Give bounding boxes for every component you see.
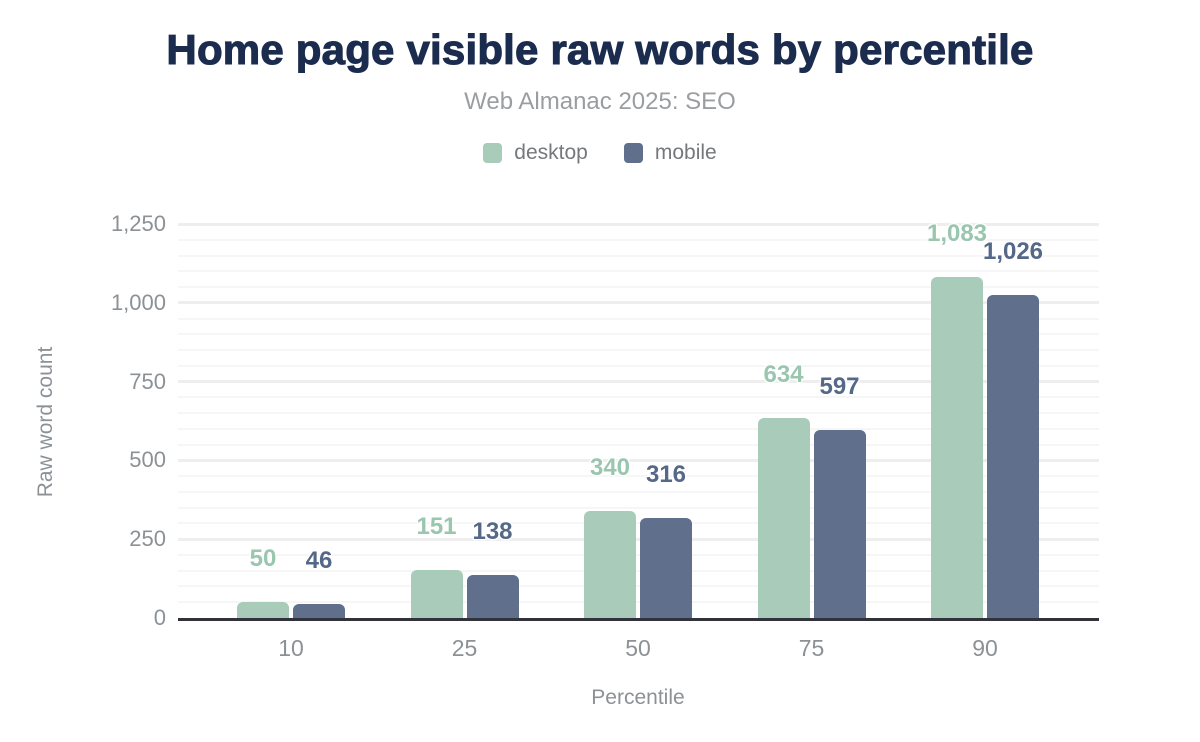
bar-value-desktop-p25: 151 — [416, 513, 457, 540]
gridline-minor — [178, 601, 1099, 604]
gridline-minor — [178, 522, 1099, 525]
gridline-minor — [178, 412, 1099, 415]
bar-desktop-p10[interactable] — [237, 602, 289, 618]
y-tick-label: 750 — [129, 368, 166, 394]
bar-value-mobile-p25: 138 — [472, 518, 513, 545]
bar-value-mobile-p75: 597 — [819, 373, 860, 400]
gridline-major — [178, 458, 1099, 462]
bar-mobile-p25[interactable] — [466, 575, 519, 618]
gridline-minor — [178, 443, 1099, 446]
gridline-minor — [178, 506, 1099, 509]
bar-mobile-p75[interactable] — [813, 430, 866, 618]
y-tick-label: 250 — [129, 526, 166, 552]
chart-title: Home page visible raw words by percentil… — [166, 25, 1034, 73]
gridline-major — [178, 222, 1099, 226]
x-tick-label: 75 — [798, 635, 825, 661]
desktop-swatch-icon — [483, 143, 503, 163]
legend-item-mobile[interactable]: mobile — [623, 141, 717, 165]
bar-value-mobile-p90: 1,026 — [982, 238, 1044, 265]
legend-label-desktop: desktop — [514, 141, 588, 164]
gridline-minor — [178, 270, 1099, 273]
gridline-minor — [178, 333, 1099, 336]
bar-value-desktop-p10: 50 — [249, 545, 277, 572]
bar-desktop-p50[interactable] — [584, 511, 636, 618]
y-axis-title: Raw word count — [34, 346, 57, 498]
gridline-minor — [178, 569, 1099, 572]
gridline-minor — [178, 490, 1099, 493]
legend-item-desktop[interactable]: desktop — [483, 141, 588, 165]
legend-label-mobile: mobile — [654, 141, 717, 164]
bar-desktop-p25[interactable] — [410, 570, 463, 618]
bar-mobile-p50[interactable] — [640, 518, 692, 618]
mobile-swatch-icon — [623, 143, 643, 163]
x-tick-label: 10 — [278, 635, 304, 661]
bar-desktop-p75[interactable] — [757, 418, 810, 618]
gridline-minor — [178, 396, 1099, 399]
gridline-minor — [178, 238, 1099, 241]
bar-mobile-p90[interactable] — [987, 295, 1039, 618]
bar-value-desktop-p50: 340 — [589, 454, 631, 481]
gridline-minor — [178, 364, 1099, 367]
gridline-major — [178, 537, 1099, 541]
bar-value-mobile-p10: 46 — [305, 547, 333, 574]
gridline-minor — [178, 286, 1099, 289]
gridline-minor — [178, 427, 1099, 430]
y-tick-label: 500 — [129, 447, 166, 473]
bar-value-desktop-p75: 634 — [763, 361, 804, 388]
bar-mobile-p10[interactable] — [293, 604, 345, 618]
gridline-major — [178, 301, 1099, 305]
gridline-minor — [178, 317, 1099, 320]
bar-value-mobile-p50: 316 — [645, 461, 687, 488]
y-tick-label: 0 — [153, 605, 166, 630]
bar-value-desktop-p90: 1,083 — [926, 220, 988, 247]
y-tick-label: 1,000 — [110, 289, 166, 315]
x-tick-label: 50 — [625, 635, 651, 661]
chart-subtitle: Web Almanac 2025: SEO — [464, 88, 736, 115]
gridline-minor — [178, 349, 1099, 352]
legend: desktop mobile — [0, 140, 1200, 166]
gridline-minor — [178, 553, 1099, 556]
gridline-minor — [178, 585, 1099, 588]
x-axis-line — [178, 618, 1099, 621]
x-axis-title: Percentile — [591, 686, 685, 709]
x-tick-label: 90 — [972, 635, 998, 661]
gridline-minor — [178, 254, 1099, 257]
y-tick-label: 1,250 — [110, 211, 166, 236]
gridline-minor — [178, 475, 1099, 478]
gridline-major — [178, 380, 1099, 384]
bar-desktop-p90[interactable] — [931, 277, 983, 618]
x-tick-label: 25 — [451, 635, 478, 661]
